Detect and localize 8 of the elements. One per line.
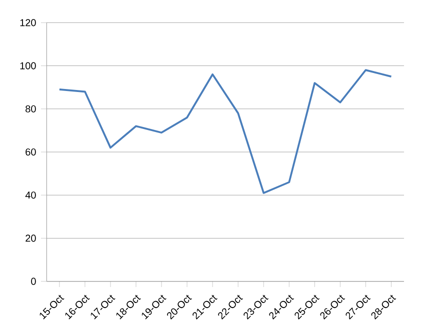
y-tick-label: 20 — [26, 234, 36, 242]
y-tick-label: 80 — [26, 105, 36, 112]
line-series — [58, 69, 392, 194]
y-tick-label: 120 — [20, 19, 36, 26]
y-tick-label: 100 — [20, 62, 36, 70]
y-tick-label: 60 — [26, 148, 36, 156]
y-tick-label: 0 — [31, 278, 36, 285]
y-tick-label: 40 — [25, 192, 36, 199]
